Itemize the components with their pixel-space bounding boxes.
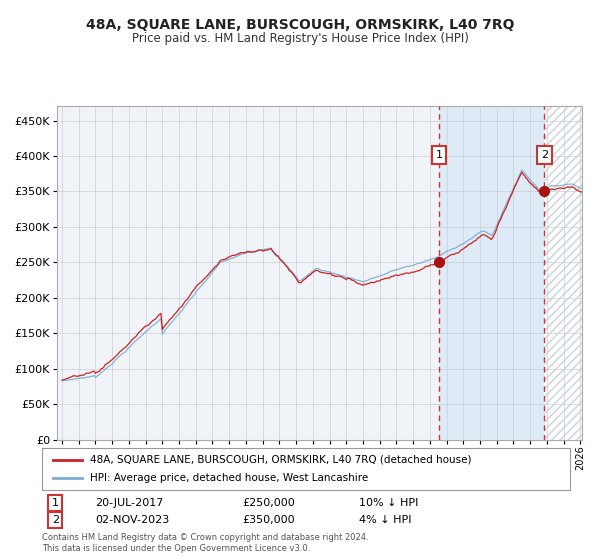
Text: £250,000: £250,000 <box>242 498 295 508</box>
Text: 02-NOV-2023: 02-NOV-2023 <box>95 515 169 525</box>
Text: 10% ↓ HPI: 10% ↓ HPI <box>359 498 418 508</box>
Text: 20-JUL-2017: 20-JUL-2017 <box>95 498 163 508</box>
Text: 48A, SQUARE LANE, BURSCOUGH, ORMSKIRK, L40 7RQ (detached house): 48A, SQUARE LANE, BURSCOUGH, ORMSKIRK, L… <box>89 455 471 465</box>
Bar <box>544 106 589 440</box>
Bar <box>439 106 544 440</box>
Text: Price paid vs. HM Land Registry's House Price Index (HPI): Price paid vs. HM Land Registry's House … <box>131 31 469 45</box>
Text: 48A, SQUARE LANE, BURSCOUGH, ORMSKIRK, L40 7RQ: 48A, SQUARE LANE, BURSCOUGH, ORMSKIRK, L… <box>86 18 514 32</box>
Text: 1: 1 <box>436 150 443 160</box>
Bar <box>544 106 589 440</box>
Text: 2: 2 <box>541 150 548 160</box>
Text: 1: 1 <box>52 498 59 508</box>
Text: £350,000: £350,000 <box>242 515 295 525</box>
Text: HPI: Average price, detached house, West Lancashire: HPI: Average price, detached house, West… <box>89 473 368 483</box>
Text: 2: 2 <box>52 515 59 525</box>
Text: 4% ↓ HPI: 4% ↓ HPI <box>359 515 412 525</box>
Text: Contains HM Land Registry data © Crown copyright and database right 2024.
This d: Contains HM Land Registry data © Crown c… <box>42 533 368 553</box>
